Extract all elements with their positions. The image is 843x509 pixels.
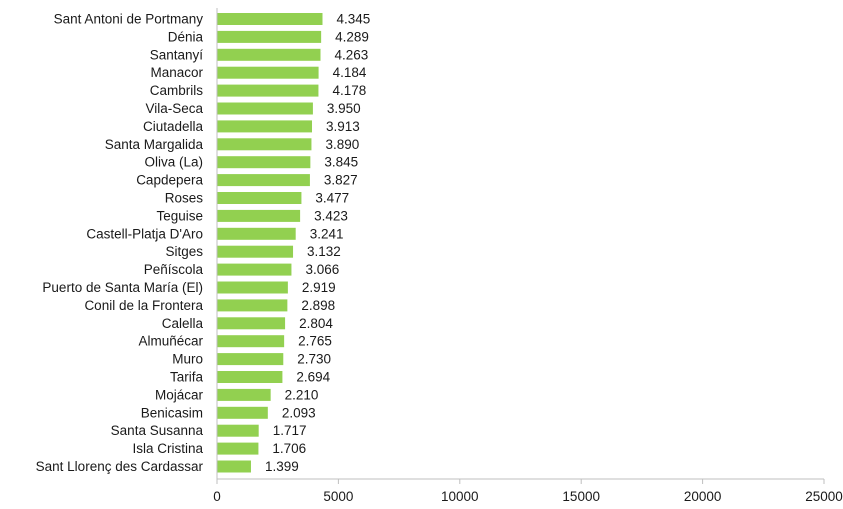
bar (217, 263, 292, 276)
bar (217, 317, 286, 330)
bar (217, 460, 251, 473)
bar (217, 227, 296, 240)
bar (217, 102, 313, 115)
data-label: 1.399 (265, 459, 299, 474)
data-label: 2.210 (285, 387, 319, 402)
bar (217, 335, 285, 348)
x-tick-label: 15000 (562, 489, 600, 504)
category-label: Manacor (150, 65, 203, 80)
data-label: 3.950 (327, 101, 361, 116)
category-label: Vila-Seca (145, 101, 203, 116)
data-label: 3.241 (310, 226, 344, 241)
bar (217, 66, 319, 79)
category-label: Benicasim (141, 405, 203, 420)
bar (217, 48, 321, 61)
data-label: 3.827 (324, 173, 358, 188)
bar (217, 424, 259, 437)
x-tick-label: 20000 (684, 489, 722, 504)
category-label: Teguise (156, 208, 203, 223)
category-label: Capdepera (136, 173, 203, 188)
category-label: Calella (162, 316, 204, 331)
bar (217, 84, 319, 97)
data-label: 2.898 (301, 298, 335, 313)
category-labels: Sant Antoni de Portmany Dénia Santanyí Mana… (36, 12, 204, 475)
bar (217, 299, 288, 312)
x-tick-label: 10000 (441, 489, 479, 504)
data-label: 3.913 (326, 119, 360, 134)
category-label: Oliva (La) (144, 155, 203, 170)
bar (217, 156, 311, 169)
bar (217, 192, 302, 204)
data-label: 2.093 (282, 405, 316, 420)
category-label: Tarifa (170, 370, 204, 385)
category-label: Santa Susanna (111, 423, 204, 438)
bar (217, 30, 322, 43)
category-label: Roses (165, 191, 204, 206)
data-label: 4.263 (335, 47, 369, 62)
category-label: Isla Cristina (132, 441, 203, 456)
bar (217, 245, 294, 258)
category-label: Sitges (165, 244, 203, 259)
category-label: Santa Margalida (105, 137, 204, 152)
x-tick-label: 0 (213, 489, 221, 504)
bar (217, 353, 284, 366)
bars (217, 13, 323, 473)
data-label: 4.178 (332, 83, 366, 98)
category-label: Santanyí (150, 47, 204, 62)
data-label: 2.804 (299, 316, 333, 331)
category-label: Sant Llorenç des Cardassar (36, 459, 204, 474)
bar (217, 281, 288, 294)
data-label: 3.845 (324, 155, 358, 170)
bar (217, 13, 323, 25)
data-label: 3.477 (315, 191, 349, 206)
category-label: Mojácar (155, 387, 204, 402)
category-label: Muro (172, 352, 203, 367)
x-axis: 0 5000 10000 15000 20000 25000 (213, 478, 843, 504)
category-label: Dénia (168, 29, 204, 44)
category-label: Ciutadella (143, 119, 204, 134)
category-label: Conil de la Frontera (84, 298, 203, 313)
bar (217, 120, 313, 133)
category-label: Peñíscola (144, 262, 204, 277)
data-label: 2.730 (297, 352, 331, 367)
category-label: Cambrils (150, 83, 204, 98)
data-label: 3.132 (307, 244, 341, 259)
data-label: 2.694 (296, 370, 330, 385)
x-tick-label: 5000 (323, 489, 353, 504)
category-label: Almuñécar (138, 334, 203, 349)
bar (217, 138, 312, 151)
bar (217, 388, 271, 401)
x-tick-label: 25000 (805, 489, 843, 504)
category-label: Puerto de Santa María (El) (42, 280, 203, 295)
data-label: 4.289 (335, 29, 369, 44)
data-label: 1.717 (273, 423, 307, 438)
data-label: 3.066 (305, 262, 339, 277)
bar (217, 371, 283, 383)
data-label: 4.184 (333, 65, 367, 80)
data-label: 2.919 (302, 280, 336, 295)
category-label: Sant Antoni de Portmany (54, 12, 204, 27)
data-labels: 4.345 4.289 4.263 4.184 4.178 3.950 3.913 3.890… (265, 12, 370, 475)
data-label: 3.890 (325, 137, 359, 152)
bar (217, 406, 268, 419)
data-label: 2.765 (298, 334, 332, 349)
bar (217, 209, 301, 222)
bar (217, 174, 310, 187)
data-label: 4.345 (336, 12, 370, 27)
data-label: 1.706 (272, 441, 306, 456)
category-label: Castell-Platja D'Aro (86, 226, 203, 241)
bar (217, 442, 259, 455)
data-label: 3.423 (314, 208, 348, 223)
